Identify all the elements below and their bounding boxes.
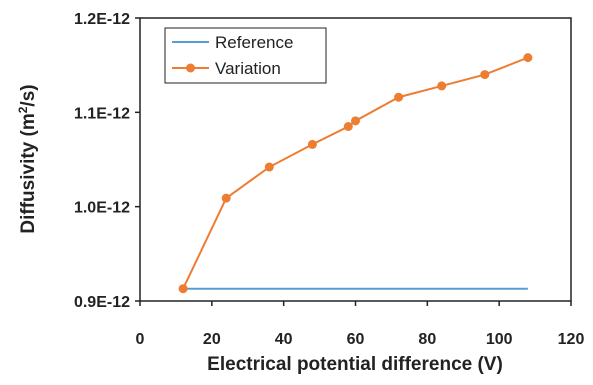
x-tick-label: 20 <box>203 331 221 348</box>
data-point-variation <box>178 284 188 294</box>
data-point-variation <box>437 81 447 91</box>
y-axis-title-main: Diffusivity (m <box>18 113 39 233</box>
legend-label-reference: Reference <box>215 33 293 52</box>
y-axis-title: Diffusivity (m2/s) <box>16 84 39 233</box>
x-tick-label: 40 <box>275 331 293 348</box>
data-point-variation <box>221 193 231 203</box>
y-tick-label: 0.9E-12 <box>74 294 130 311</box>
y-axis-ticks: 0.9E-12 1.0E-12 1.1E-12 1.2E-12 <box>74 11 140 311</box>
data-point-variation <box>394 92 404 102</box>
y-axis-title-end: /s) <box>18 84 39 106</box>
data-point-variation <box>351 116 360 126</box>
series-layer <box>178 53 533 294</box>
x-axis-title: Electrical potential difference (V) <box>207 354 503 375</box>
data-point-variation <box>264 162 274 172</box>
x-tick-label: 100 <box>486 331 513 348</box>
y-tick-label: 1.0E-12 <box>74 200 130 217</box>
y-tick-label: 1.1E-12 <box>74 105 130 122</box>
y-tick-label: 1.2E-12 <box>74 11 130 28</box>
data-point-variation <box>480 70 490 80</box>
x-tick-label: 120 <box>558 331 585 348</box>
series-line-variation <box>182 56 529 290</box>
data-point-variation <box>523 53 533 63</box>
y-axis-title-sup: 2 <box>16 106 30 113</box>
data-point-variation <box>307 139 317 149</box>
x-axis-ticks: 0 20 40 60 80 100 120 <box>136 301 585 348</box>
x-tick-label: 60 <box>347 331 365 348</box>
data-point-variation <box>343 121 353 131</box>
x-tick-label: 0 <box>136 331 145 348</box>
legend-label-variation: Variation <box>215 59 281 78</box>
x-tick-label: 80 <box>418 331 436 348</box>
legend-marker-variation <box>186 63 195 73</box>
legend: Reference Variation <box>164 27 327 84</box>
legend-box <box>164 27 327 84</box>
